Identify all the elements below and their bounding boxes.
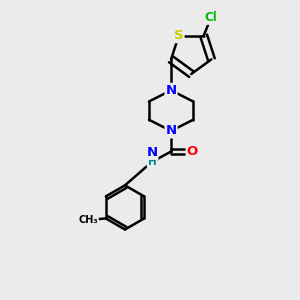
Text: CH₃: CH₃: [78, 215, 98, 225]
Text: H: H: [148, 157, 156, 167]
Text: O: O: [187, 145, 198, 158]
Text: Cl: Cl: [205, 11, 218, 24]
Text: N: N: [166, 124, 177, 137]
Text: N: N: [146, 146, 158, 159]
Text: S: S: [174, 29, 184, 42]
Text: N: N: [166, 84, 177, 97]
